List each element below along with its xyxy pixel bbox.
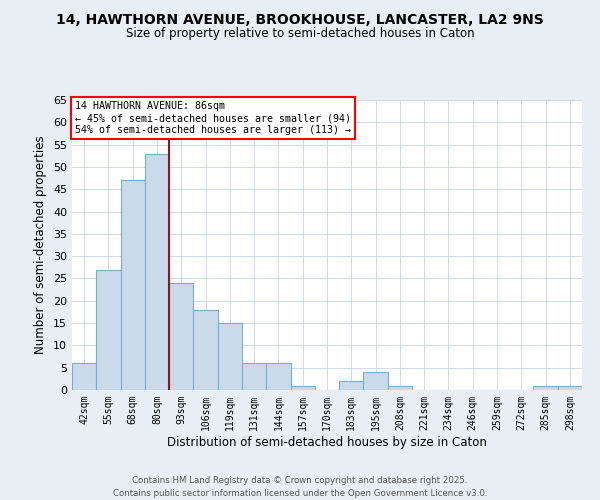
Bar [558, 386, 582, 390]
Bar [266, 363, 290, 390]
X-axis label: Distribution of semi-detached houses by size in Caton: Distribution of semi-detached houses by … [167, 436, 487, 448]
Bar [364, 372, 388, 390]
Bar [193, 310, 218, 390]
Text: 14 HAWTHORN AVENUE: 86sqm
← 45% of semi-detached houses are smaller (94)
54% of : 14 HAWTHORN AVENUE: 86sqm ← 45% of semi-… [74, 102, 350, 134]
Bar [169, 283, 193, 390]
Bar [145, 154, 169, 390]
Text: Size of property relative to semi-detached houses in Caton: Size of property relative to semi-detach… [125, 28, 475, 40]
Bar [72, 363, 96, 390]
Bar [96, 270, 121, 390]
Text: 14, HAWTHORN AVENUE, BROOKHOUSE, LANCASTER, LA2 9NS: 14, HAWTHORN AVENUE, BROOKHOUSE, LANCAST… [56, 12, 544, 26]
Bar [242, 363, 266, 390]
Bar [388, 386, 412, 390]
Y-axis label: Number of semi-detached properties: Number of semi-detached properties [34, 136, 47, 354]
Text: Contains HM Land Registry data © Crown copyright and database right 2025.
Contai: Contains HM Land Registry data © Crown c… [113, 476, 487, 498]
Bar [339, 381, 364, 390]
Bar [218, 323, 242, 390]
Bar [533, 386, 558, 390]
Bar [290, 386, 315, 390]
Bar [121, 180, 145, 390]
